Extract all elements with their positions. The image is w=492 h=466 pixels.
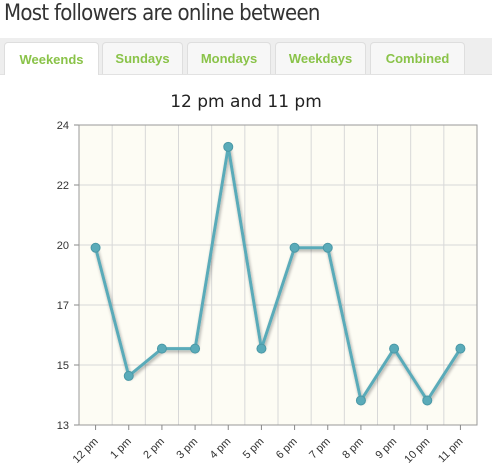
data-point: [322, 242, 333, 253]
data-point: [422, 395, 433, 406]
x-tick-label: 7 pm: [307, 436, 333, 462]
x-tick-label: 1 pm: [108, 436, 134, 462]
y-tick-label: 20: [57, 240, 69, 252]
series-line: [94, 145, 462, 402]
data-point: [355, 395, 366, 406]
data-point: [123, 370, 134, 381]
tab-weekdays[interactable]: Weekdays: [275, 42, 366, 74]
data-point: [223, 141, 234, 152]
period-tabs: Weekends Sundays Mondays Weekdays Combin…: [0, 38, 492, 75]
x-tick-label: 3 pm: [174, 436, 200, 462]
tab-mondays[interactable]: Mondays: [187, 42, 271, 74]
data-point: [455, 343, 466, 354]
y-tick-label: 22: [57, 180, 69, 192]
x-tick-label: 12 pm: [71, 436, 101, 466]
tab-weekends[interactable]: Weekends: [4, 42, 99, 75]
data-point: [190, 343, 201, 354]
section-heading: Most followers are online between: [4, 1, 320, 26]
y-tick-label: 13: [57, 420, 69, 432]
y-tick-label: 15: [57, 360, 69, 372]
plot-border: [78, 124, 478, 426]
data-point: [156, 343, 167, 354]
chart-title: 12 pm and 11 pm: [170, 92, 322, 112]
x-tick-label: 11 pm: [436, 436, 466, 466]
tab-combined[interactable]: Combined: [370, 42, 465, 74]
y-tick-label: 24: [57, 120, 69, 132]
x-tick-label: 10 pm: [402, 436, 432, 466]
data-point: [256, 343, 267, 354]
data-point: [90, 242, 101, 253]
data-point: [289, 242, 300, 253]
x-tick-label: 9 pm: [373, 436, 399, 462]
y-tick-label: 17: [57, 300, 69, 312]
tab-sundays[interactable]: Sundays: [102, 42, 183, 74]
x-tick-label: 6 pm: [274, 436, 300, 462]
x-tick-label: 8 pm: [340, 436, 366, 462]
x-tick-label: 4 pm: [208, 436, 234, 462]
data-point: [389, 343, 400, 354]
x-tick-label: 5 pm: [241, 436, 267, 462]
x-tick-label: 2 pm: [141, 436, 167, 462]
